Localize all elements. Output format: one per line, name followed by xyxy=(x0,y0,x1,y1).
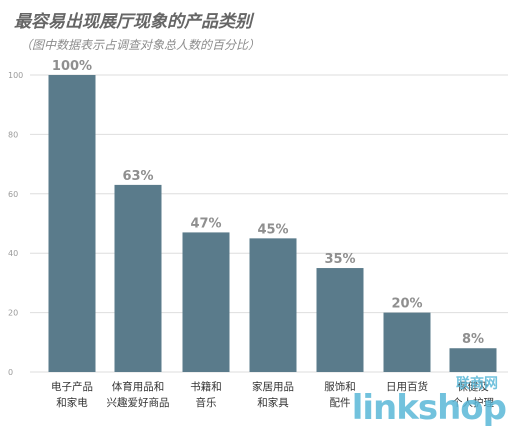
data-label: 63% xyxy=(122,169,153,184)
bar xyxy=(316,268,364,372)
data-label: 47% xyxy=(190,216,221,231)
category-label: 家居用品 xyxy=(252,380,294,393)
bar xyxy=(114,184,162,372)
category-label: 和家电 xyxy=(56,396,88,409)
category-label: 服饰和 xyxy=(324,380,356,393)
category-label: 和家具 xyxy=(257,396,289,409)
category-label: 音乐 xyxy=(196,396,217,409)
watermark: 联商网 linkshop xyxy=(351,376,507,428)
chart-title: 最容易出现展厅现象的产品类别 xyxy=(14,12,252,32)
category-label: 体育用品和 xyxy=(112,380,165,393)
bar xyxy=(182,232,230,372)
category-label: 日用百货 xyxy=(386,380,428,393)
category-label: 个人护理 xyxy=(452,396,494,409)
category-label: 书籍和 xyxy=(190,380,222,393)
data-label: 35% xyxy=(324,252,355,267)
category-label: 保健及 xyxy=(457,380,489,393)
data-label: 100% xyxy=(52,59,92,74)
y-tick-label: 60 xyxy=(8,190,18,199)
data-label: 8% xyxy=(462,332,484,347)
chart-subtitle: （图中数据表示占调查对象总人数的百分比） xyxy=(20,38,261,52)
y-tick-label: 80 xyxy=(8,130,18,139)
y-tick-label: 20 xyxy=(8,309,18,318)
category-label: 配件 xyxy=(330,397,351,409)
bars xyxy=(48,75,497,372)
y-axis-ticks: 0 20 40 60 80 100 xyxy=(8,71,23,377)
data-label: 20% xyxy=(391,297,422,312)
category-label: 兴趣爱好商品 xyxy=(107,396,170,409)
watermark-site-name: 联商网 xyxy=(456,376,498,392)
data-label: 45% xyxy=(257,222,288,237)
y-tick-label: 100 xyxy=(8,71,23,80)
watermark-logo-text: linkshop xyxy=(351,388,507,428)
y-tick-label: 40 xyxy=(8,249,18,258)
bar xyxy=(449,348,497,372)
y-tick-label: 0 xyxy=(8,368,13,377)
data-labels: 100% 63% 47% 45% 35% 20% 8% xyxy=(52,59,484,347)
bar xyxy=(48,75,96,372)
bar xyxy=(383,312,431,372)
bar xyxy=(249,238,297,372)
category-label: 电子产品 xyxy=(51,380,93,393)
